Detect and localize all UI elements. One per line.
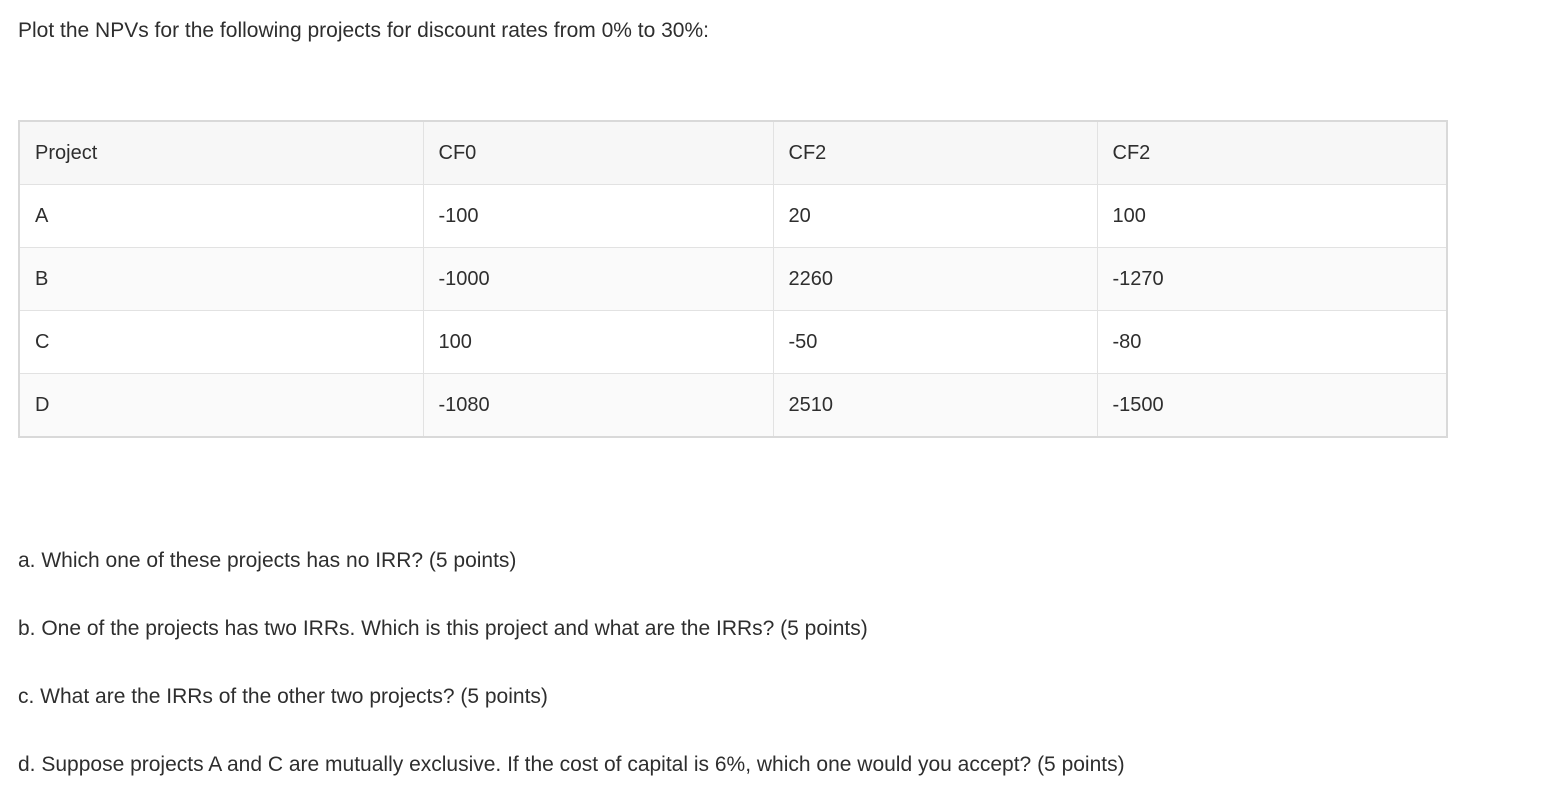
cell-cf2-b: -80 bbox=[1096, 310, 1448, 374]
cell-project: B bbox=[18, 247, 424, 311]
cell-cf0: -100 bbox=[422, 184, 774, 248]
cell-project: C bbox=[18, 310, 424, 374]
table-row-project-a: A -100 20 100 bbox=[18, 184, 1448, 248]
assignment-prompt: Plot the NPVs for the following projects… bbox=[18, 19, 709, 42]
table-row-project-c: C 100 -50 -80 bbox=[18, 310, 1448, 374]
cell-cf0: -1080 bbox=[422, 373, 774, 438]
cell-cf2-a: 2260 bbox=[772, 247, 1098, 311]
question-d: d. Suppose projects A and C are mutually… bbox=[18, 753, 1125, 776]
table-row-project-b: B -1000 2260 -1270 bbox=[18, 247, 1448, 311]
question-c: c. What are the IRRs of the other two pr… bbox=[18, 685, 548, 708]
cell-cf2-b: 100 bbox=[1096, 184, 1448, 248]
question-a: a. Which one of these projects has no IR… bbox=[18, 549, 517, 572]
table-header-row: Project CF0 CF2 CF2 bbox=[18, 120, 1448, 185]
cell-cf2-a: -50 bbox=[772, 310, 1098, 374]
header-project: Project bbox=[18, 120, 424, 185]
cell-cf2-b: -1500 bbox=[1096, 373, 1448, 438]
table-row-project-d: D -1080 2510 -1500 bbox=[18, 373, 1448, 438]
cell-cf2-b: -1270 bbox=[1096, 247, 1448, 311]
question-b: b. One of the projects has two IRRs. Whi… bbox=[18, 617, 868, 640]
cell-cf2-a: 2510 bbox=[772, 373, 1098, 438]
cell-project: D bbox=[18, 373, 424, 438]
cell-cf2-a: 20 bbox=[772, 184, 1098, 248]
cell-project: A bbox=[18, 184, 424, 248]
cashflow-table: Project CF0 CF2 CF2 A -100 20 100 B -100… bbox=[18, 120, 1448, 438]
cell-cf0: 100 bbox=[422, 310, 774, 374]
header-cf2-a: CF2 bbox=[772, 120, 1098, 185]
header-cf0: CF0 bbox=[422, 120, 774, 185]
header-cf2-b: CF2 bbox=[1096, 120, 1448, 185]
cell-cf0: -1000 bbox=[422, 247, 774, 311]
